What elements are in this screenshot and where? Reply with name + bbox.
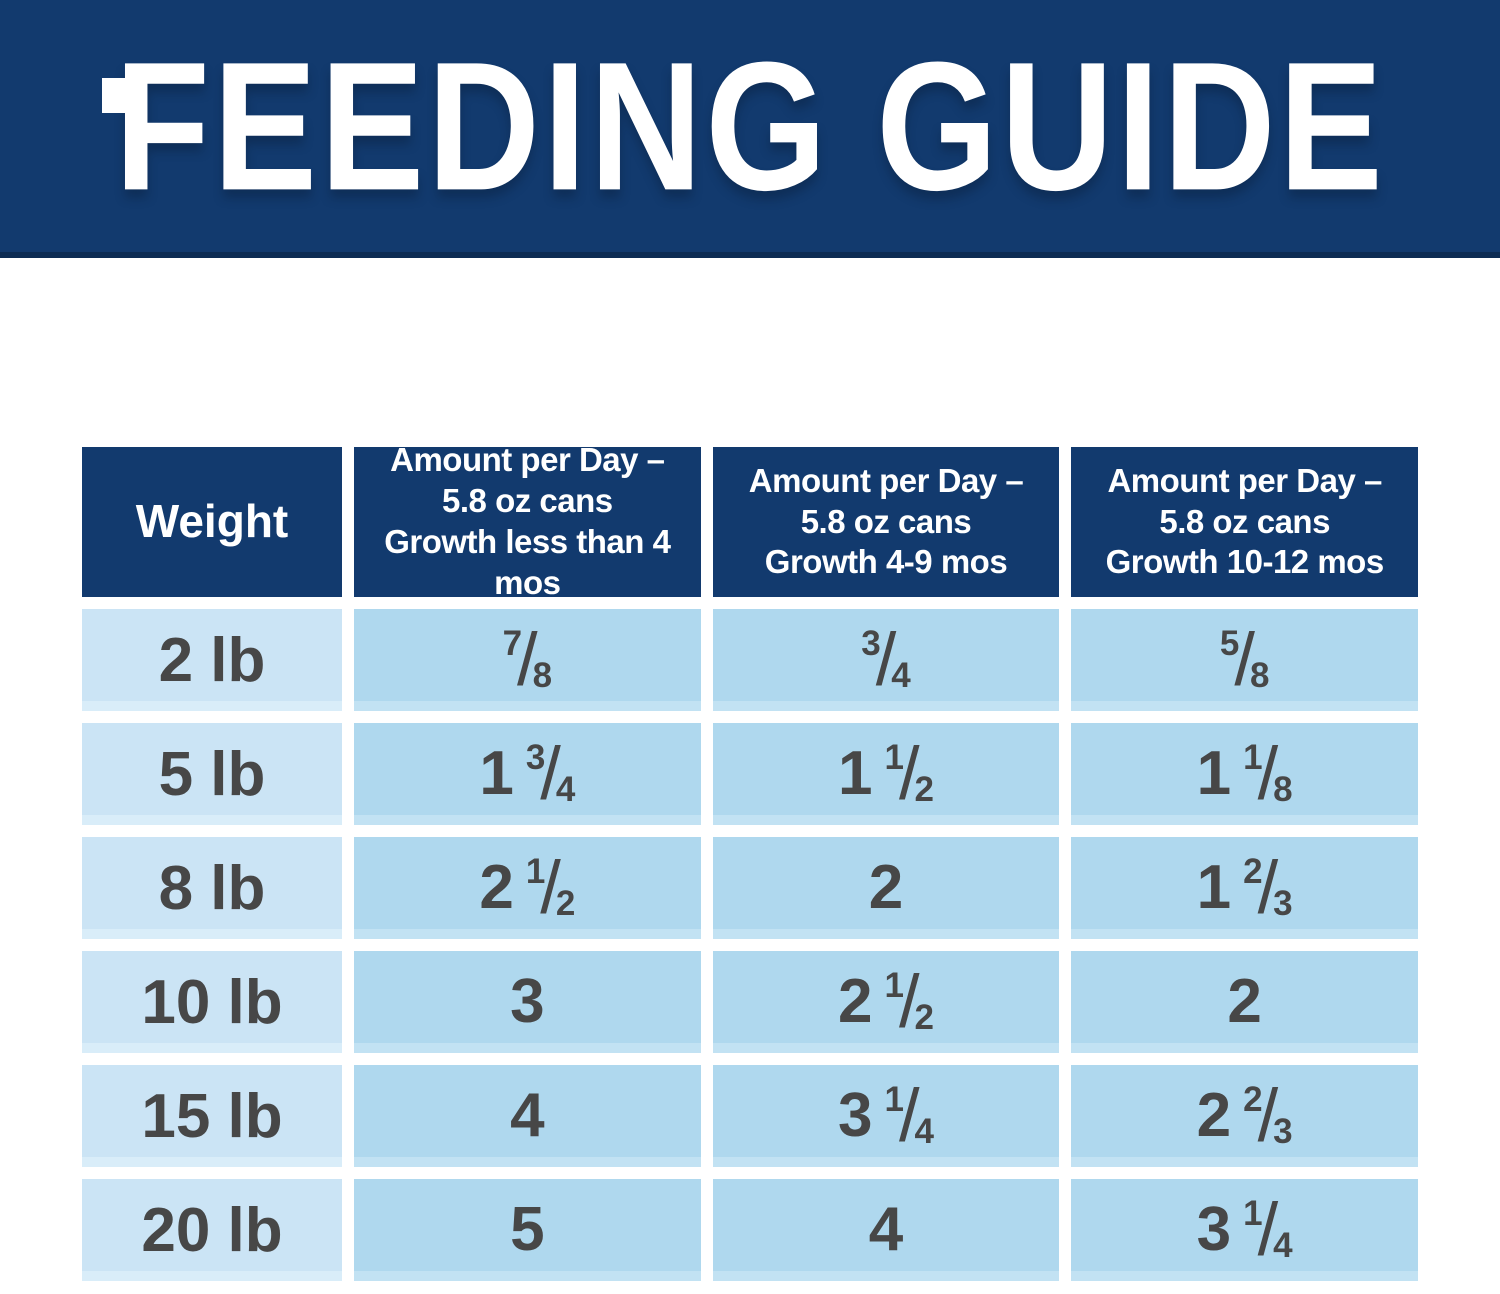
amount-cell: 5 xyxy=(354,1179,701,1281)
amount-value: 2 1/2 xyxy=(479,845,576,929)
whole-number: 2 xyxy=(479,852,514,922)
fraction: 7/8 xyxy=(502,617,553,701)
amount-cell: 3 1/4 xyxy=(1071,1179,1418,1281)
amount-value: 4 xyxy=(510,1085,544,1147)
fraction: 1/4 xyxy=(1243,1187,1293,1271)
amount-value: 2 xyxy=(869,857,903,919)
weight-cell: 8 lb xyxy=(82,837,342,939)
amount-cell: 3/4 xyxy=(712,609,1060,711)
fraction: 1/2 xyxy=(884,731,934,815)
fraction: 3/4 xyxy=(861,617,911,701)
amount-cell: 2 xyxy=(1071,951,1418,1053)
whole-number: 1 xyxy=(1196,852,1232,922)
amount-cell: 4 xyxy=(712,1179,1060,1281)
amount-value: 4 xyxy=(869,1199,903,1261)
column-header-growth-4-9-mos: Amount per Day – 5.8 oz cans Growth 4-9 … xyxy=(712,447,1060,597)
amount-cell: 2 xyxy=(712,837,1060,939)
whole-number: 1 xyxy=(838,738,873,808)
amount-cell: 5/8 xyxy=(1071,609,1418,711)
amount-value: 3 xyxy=(510,971,544,1033)
amount-value: 3 1/4 xyxy=(838,1073,934,1157)
feeding-guide-table: Weight Amount per Day – 5.8 oz cans Grow… xyxy=(82,441,1418,1281)
whole-number: 4 xyxy=(868,1195,904,1264)
whole-number: 1 xyxy=(479,738,514,808)
amount-cell: 3 xyxy=(354,951,701,1053)
weight-cell: 5 lb xyxy=(82,723,342,825)
column-header-growth-less-than-4-mos: Amount per Day – 5.8 oz cans Growth less… xyxy=(354,441,701,601)
amount-cell: 2 1/2 xyxy=(712,951,1060,1053)
fraction: 3/4 xyxy=(525,731,576,815)
amount-value: 1 3/4 xyxy=(479,731,576,815)
column-header-growth-10-12-mos: Amount per Day – 5.8 oz cans Growth 10-1… xyxy=(1071,447,1418,597)
whole-number: 1 xyxy=(1196,738,1232,808)
weight-cell: 2 lb xyxy=(82,609,342,711)
whole-number: 3 xyxy=(1196,1194,1232,1264)
amount-cell: 7/8 xyxy=(354,609,701,711)
feeding-guide-banner: FEEDING GUIDE xyxy=(0,0,1500,258)
whole-number: 2 xyxy=(1196,1080,1232,1150)
amount-cell: 1 2/3 xyxy=(1071,837,1418,939)
amount-value: 2 1/2 xyxy=(838,959,934,1043)
whole-number: 5 xyxy=(510,1195,545,1264)
fraction: 2/3 xyxy=(1243,845,1293,929)
amount-cell: 2 1/2 xyxy=(354,837,701,939)
amount-value: 1 1/2 xyxy=(838,731,934,815)
amount-cell: 2 2/3 xyxy=(1071,1065,1418,1167)
amount-cell: 1 1/2 xyxy=(712,723,1060,825)
weight-cell: 15 lb xyxy=(82,1065,342,1167)
page-title: FEEDING GUIDE xyxy=(114,22,1386,228)
whole-number: 2 xyxy=(1227,967,1262,1036)
column-header-weight: Weight xyxy=(82,447,342,597)
fraction: 1/4 xyxy=(884,1073,934,1157)
amount-value: 1 1/8 xyxy=(1196,731,1293,815)
whole-number: 2 xyxy=(838,966,873,1036)
fraction: 5/8 xyxy=(1219,617,1270,701)
whole-number: 3 xyxy=(510,967,545,1036)
amount-value: 1 2/3 xyxy=(1196,845,1293,929)
amount-value: 5 xyxy=(510,1199,544,1261)
amount-cell: 1 3/4 xyxy=(354,723,701,825)
fraction: 2/3 xyxy=(1243,1073,1293,1157)
amount-cell: 4 xyxy=(354,1065,701,1167)
amount-cell: 1 1/8 xyxy=(1071,723,1418,825)
amount-value: 2 2/3 xyxy=(1196,1073,1293,1157)
weight-cell: 20 lb xyxy=(82,1179,342,1281)
whole-number: 4 xyxy=(510,1081,545,1150)
amount-value: 3 1/4 xyxy=(1196,1187,1293,1271)
white-notch-artifact xyxy=(102,78,146,113)
fraction: 1/2 xyxy=(884,959,934,1043)
amount-value: 5/8 xyxy=(1219,617,1270,701)
amount-value: 2 xyxy=(1227,971,1261,1033)
weight-cell: 10 lb xyxy=(82,951,342,1053)
amount-cell: 3 1/4 xyxy=(712,1065,1060,1167)
fraction: 1/2 xyxy=(525,845,576,929)
amount-value: 7/8 xyxy=(502,617,553,701)
fraction: 1/8 xyxy=(1243,731,1293,815)
whole-number: 3 xyxy=(838,1080,873,1150)
amount-value: 3/4 xyxy=(861,617,911,701)
whole-number: 2 xyxy=(868,853,904,922)
